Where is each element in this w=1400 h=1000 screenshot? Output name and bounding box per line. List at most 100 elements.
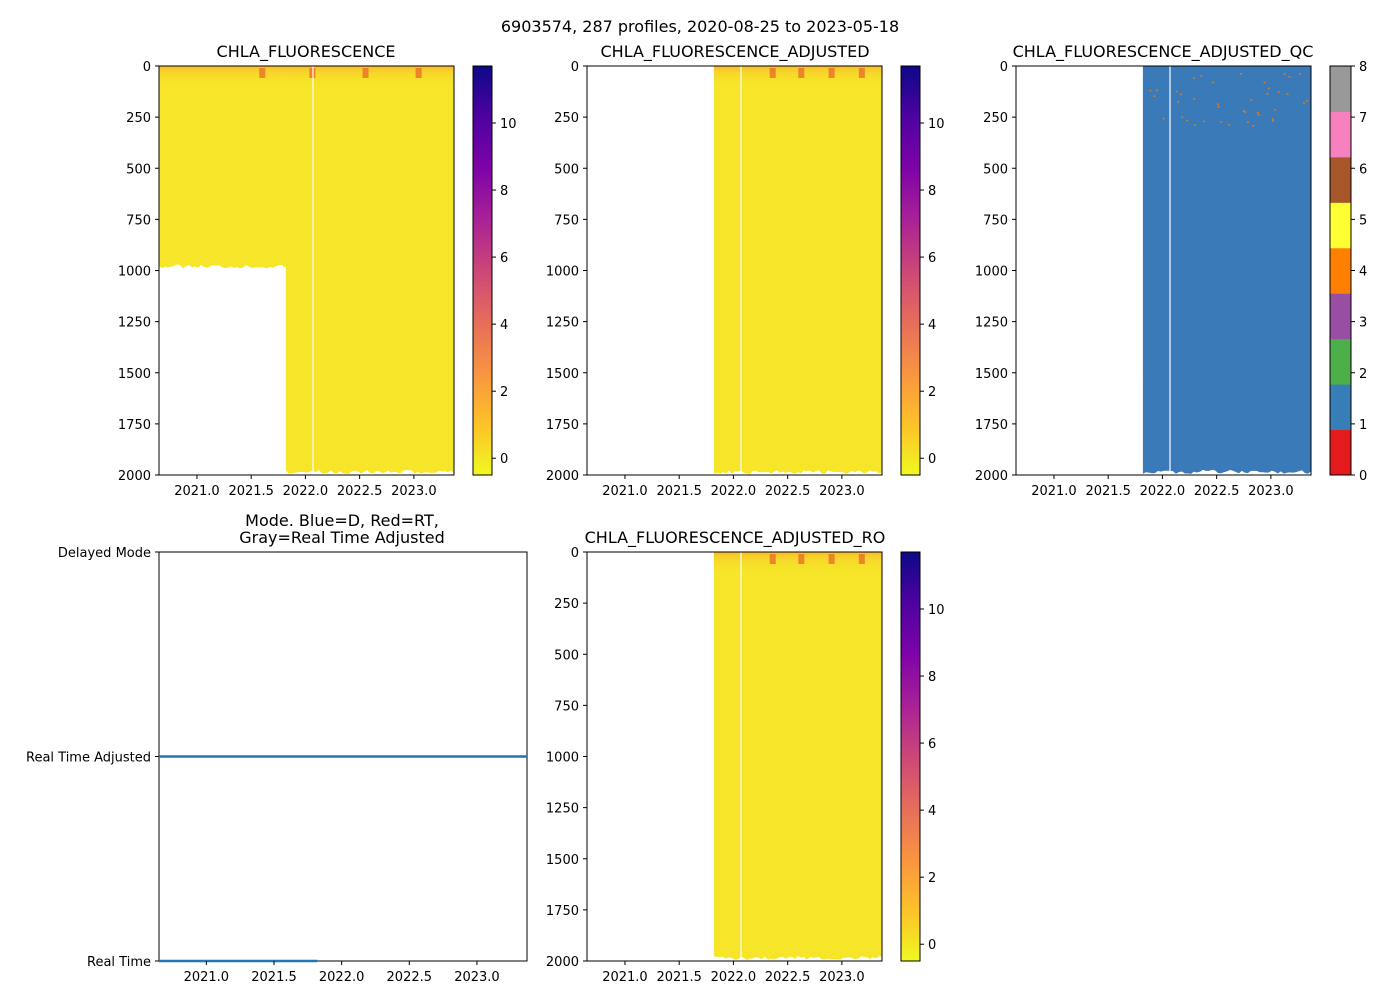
- p2-xtick-label: 2021.5: [656, 484, 702, 499]
- panel1-x-axis: 2021.0 2021.5 2022.0 2022.5 2023.0: [174, 475, 437, 499]
- p5-ytick-label: 1000: [546, 751, 579, 766]
- p3-qc-speck: [1217, 106, 1220, 108]
- p2-ytick-label: 1750: [546, 418, 579, 433]
- p3-qc-speck: [1274, 109, 1277, 111]
- panel5-colorbar: 0 2 4 6 8 10: [900, 551, 945, 962]
- p1-colorbar-label: 4: [500, 318, 508, 333]
- p5-ytick-label: 250: [554, 597, 579, 612]
- p3-xtick-label: 2021.5: [1085, 484, 1131, 499]
- p1-ytick-label: 1000: [118, 265, 151, 280]
- p4-xtick-label: 2022.5: [387, 970, 433, 985]
- p1-xtick-label: 2021.5: [228, 484, 274, 499]
- p5-ytick-label: 500: [554, 648, 579, 663]
- p3-qc-label: 8: [1359, 60, 1367, 75]
- p3-xtick-label: 2023.0: [1248, 484, 1294, 499]
- p3-qc-speck: [1272, 119, 1275, 122]
- p2-data-region: [713, 66, 882, 474]
- p3-qc-color-8: [1330, 66, 1351, 112]
- p3-qc-speck: [1216, 103, 1219, 105]
- p3-qc-color-4: [1330, 247, 1351, 294]
- p5-surface-spot: [769, 554, 776, 564]
- p4-xtick-label: 2022.0: [319, 970, 365, 985]
- p3-xtick-label: 2022.5: [1194, 484, 1240, 499]
- p2-ytick-label: 0: [571, 60, 579, 75]
- p5-xtick-label: 2022.5: [765, 970, 811, 985]
- p5-ytick-label: 750: [554, 699, 579, 714]
- p3-ytick-label: 1250: [975, 316, 1008, 331]
- p5-surface-spot: [828, 554, 835, 564]
- p3-qc-color-0: [1330, 429, 1351, 476]
- p3-qc-speck: [1153, 95, 1156, 97]
- p3-qc-speck: [1263, 81, 1266, 84]
- p3-ytick-label: 250: [983, 111, 1008, 126]
- p3-qc-speck: [1186, 119, 1189, 122]
- p5-surface-highs: [713, 552, 882, 574]
- p3-qc-label: 0: [1359, 469, 1367, 484]
- panel2-colorbar: 0 2 4 6 8 10: [900, 65, 945, 476]
- p5-colorbar-label: 8: [928, 670, 936, 685]
- p5-colorbar-label: 6: [928, 737, 936, 752]
- p5-surface-spot: [858, 554, 865, 564]
- p3-qc-speck: [1200, 74, 1203, 77]
- p1-colorbar-frame: [472, 65, 493, 476]
- p1-surface-highs: [159, 66, 454, 88]
- p1-xtick-label: 2022.5: [337, 484, 383, 499]
- p1-xtick-label: 2022.0: [283, 484, 329, 499]
- p1-ytick-label: 1500: [118, 367, 151, 382]
- p2-ytick-label: 1250: [546, 316, 579, 331]
- p5-ytick-label: 1250: [546, 802, 579, 817]
- p3-qc-speck: [1244, 111, 1247, 113]
- p3-qc-speck: [1162, 117, 1165, 120]
- p1-colorbar-gradient: [473, 66, 492, 475]
- p3-qc-speck: [1181, 116, 1184, 119]
- p3-qc-speck: [1228, 124, 1231, 126]
- p3-qc-label: 3: [1359, 316, 1367, 331]
- p2-xtick-label: 2022.5: [765, 484, 811, 499]
- p2-xtick-label: 2021.0: [602, 484, 648, 499]
- p1-colorbar-label: 8: [500, 184, 508, 199]
- p1-colorbar-label: 6: [500, 251, 508, 266]
- panel3-title: CHLA_FLUORESCENCE_ADJUSTED_QC: [1013, 42, 1314, 62]
- panel4-title-line1: Mode. Blue=D, Red=RT,: [245, 511, 439, 530]
- p3-qc-color-6: [1330, 156, 1351, 203]
- p5-xtick-label: 2023.0: [819, 970, 865, 985]
- p1-colorbar-label: 2: [500, 385, 508, 400]
- panel5-x-axis: 2021.0 2021.5 2022.0 2022.5 2023.0: [602, 961, 865, 985]
- p1-ytick-label: 1250: [118, 316, 151, 331]
- panel4-y-axis: Delayed Mode Real Time Adjusted Real Time: [26, 546, 159, 970]
- p2-ytick-label: 1500: [546, 367, 579, 382]
- panel3-x-axis: 2021.0 2021.5 2022.0 2022.5 2023.0: [1031, 475, 1294, 499]
- p3-qc-label: 4: [1359, 265, 1367, 280]
- p3-qc-speck: [1271, 118, 1274, 120]
- p3-qc-speck: [1242, 110, 1245, 112]
- p1-surface-spot: [259, 68, 266, 78]
- p3-qc-speck: [1155, 89, 1158, 92]
- p3-qc-speck: [1240, 73, 1243, 75]
- panel-mode: Mode. Blue=D, Red=RT, Gray=Real Time Adj…: [26, 511, 528, 985]
- panel-chla-fluorescence-adjusted: CHLA_FLUORESCENCE_ADJUSTED 2021.0 2021.5 2…: [546, 42, 945, 499]
- p3-qc-speck: [1177, 101, 1180, 103]
- p5-ytick-label: 0: [571, 546, 579, 561]
- panel3-y-axis: 0 250 500 750 1000 1250 1500 1750 2000: [975, 60, 1016, 484]
- p3-qc-speck: [1283, 73, 1286, 75]
- p1-colorbar-label: 0: [500, 452, 508, 467]
- p3-qc-speck: [1252, 125, 1255, 127]
- p1-ytick-label: 250: [126, 111, 151, 126]
- p3-qc-speck: [1299, 73, 1302, 75]
- p3-qc-speck: [1149, 89, 1152, 92]
- p5-colorbar-label: 10: [928, 603, 945, 618]
- panel5-plot-area: [586, 551, 883, 962]
- p3-qc-color-5: [1330, 202, 1351, 249]
- p2-colorbar-gradient: [901, 66, 920, 475]
- p3-qc-speck: [1266, 93, 1269, 95]
- p3-qc-speck: [1288, 76, 1291, 78]
- p3-qc-color-1: [1330, 384, 1351, 431]
- p3-qc-speck: [1202, 120, 1205, 123]
- p1-surface-spot: [309, 68, 316, 78]
- p3-qc-speck: [1250, 99, 1253, 101]
- p3-qc-speck: [1175, 90, 1178, 93]
- p5-colorbar-gradient: [901, 552, 920, 961]
- p1-shallow-data-region: [159, 66, 286, 269]
- p3-qc-speck: [1193, 124, 1196, 126]
